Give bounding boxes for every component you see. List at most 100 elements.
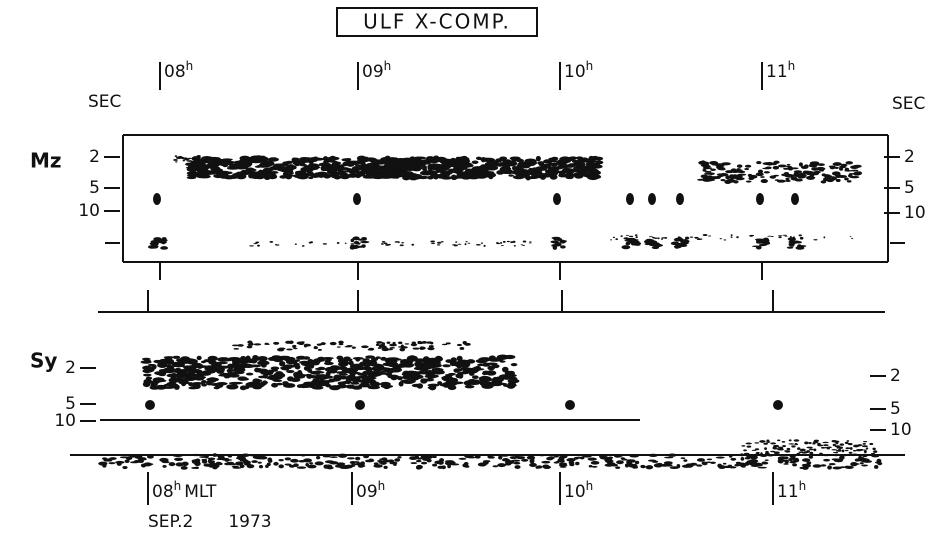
spectral-blob [353, 357, 364, 360]
spectral-blob [487, 455, 492, 458]
spectral-blob [802, 458, 810, 462]
spectral-blob [825, 447, 830, 448]
spectral-blob [542, 464, 549, 468]
spectral-blob [849, 452, 853, 454]
spectral-blob [502, 161, 508, 165]
spectral-blob [380, 357, 386, 361]
spectral-blob [257, 245, 260, 247]
spectral-blob [292, 345, 296, 348]
spectral-blob [721, 179, 726, 181]
spectral-blob [285, 457, 291, 460]
spectral-blob [425, 455, 431, 457]
spectral-blob [248, 171, 260, 176]
spectral-blob [768, 455, 773, 457]
spectral-blob [683, 459, 687, 462]
spectral-blob [478, 463, 487, 467]
spectral-blob [431, 243, 435, 244]
spectral-blob [626, 235, 630, 236]
spectral-blob [616, 455, 623, 457]
spectral-blob [454, 245, 458, 246]
spectral-blob [748, 177, 754, 180]
spectral-blob [427, 347, 434, 350]
spectral-blob [284, 367, 290, 370]
spectral-blob [515, 454, 520, 457]
spectral-blob [782, 445, 786, 447]
spectral-blob [325, 367, 337, 372]
spectral-blob [451, 176, 457, 180]
spectral-blob [354, 241, 360, 244]
spectral-blob [337, 346, 341, 347]
spectral-blob [794, 439, 800, 442]
spectral-blob [486, 370, 496, 375]
hour-unit: h [788, 59, 796, 73]
spectral-blob [765, 167, 772, 170]
spectral-blob [221, 159, 232, 162]
spectral-blob [268, 157, 279, 161]
spectral-blob [173, 455, 183, 457]
spectral-blob [263, 168, 274, 172]
spectral-blob [213, 367, 225, 372]
spectral-blob [302, 245, 305, 247]
spectral-blob [175, 155, 178, 157]
spectral-blob [242, 378, 249, 381]
spectral-blob [302, 173, 309, 178]
spectral-blob [738, 463, 745, 465]
spectral-blob [370, 361, 377, 365]
spectral-blob [147, 455, 154, 459]
spectral-blob [202, 460, 207, 464]
spectral-blob [306, 157, 311, 161]
spectral-blob [529, 241, 532, 242]
spectral-blob [276, 167, 288, 171]
spectral-blob [480, 381, 490, 385]
spectral-blob [303, 356, 310, 360]
spectral-blob [635, 234, 638, 236]
spectral-blob [623, 237, 629, 239]
spectral-blob [874, 465, 878, 469]
spectral-blob [336, 384, 347, 388]
spectral-blob [613, 237, 615, 238]
spectral-blob [866, 447, 869, 449]
spectral-blob [486, 161, 499, 166]
spectral-blob [300, 454, 306, 457]
spectral-blob [778, 236, 781, 238]
spectral-blob [562, 240, 567, 242]
spectral-blob [479, 158, 492, 161]
spectral-blob [708, 235, 711, 236]
spectral-blob [503, 241, 506, 243]
spectral-blob [247, 346, 253, 349]
spectral-blob [151, 364, 156, 369]
spectral-blob [348, 372, 360, 375]
spectral-blob [833, 441, 838, 443]
spectral-blob [186, 160, 192, 162]
spectral-blob [339, 362, 347, 366]
spectral-blob [258, 462, 262, 464]
spectral-blob [800, 237, 804, 240]
spectral-blob [246, 373, 254, 376]
spectral-blob [445, 460, 455, 462]
spectral-blob [500, 360, 506, 362]
spectral-blob [319, 162, 331, 166]
spectral-blob [697, 458, 705, 462]
spectral-blob [841, 164, 848, 167]
spectral-blob [536, 466, 540, 469]
spectral-blob [213, 174, 224, 178]
spectral-blob [676, 193, 684, 205]
spectral-blob [457, 344, 462, 346]
hour-label: 09h [356, 479, 385, 503]
spectral-blob [234, 161, 240, 164]
spectral-blob [483, 245, 485, 247]
spectral-blob [513, 175, 525, 179]
spectral-blob [531, 173, 542, 177]
spectral-blob [766, 441, 770, 443]
spectral-blob [376, 343, 380, 346]
spectral-blob [514, 245, 516, 247]
spectral-blob [192, 459, 200, 463]
spectral-blob [304, 344, 311, 347]
spectral-blob [457, 356, 463, 362]
spectral-blob [809, 455, 812, 456]
spectral-blob [522, 245, 525, 246]
spectral-blob [773, 447, 777, 449]
spectral-blob [706, 462, 712, 464]
spectral-blob [773, 400, 783, 410]
spectral-blob [240, 172, 246, 174]
